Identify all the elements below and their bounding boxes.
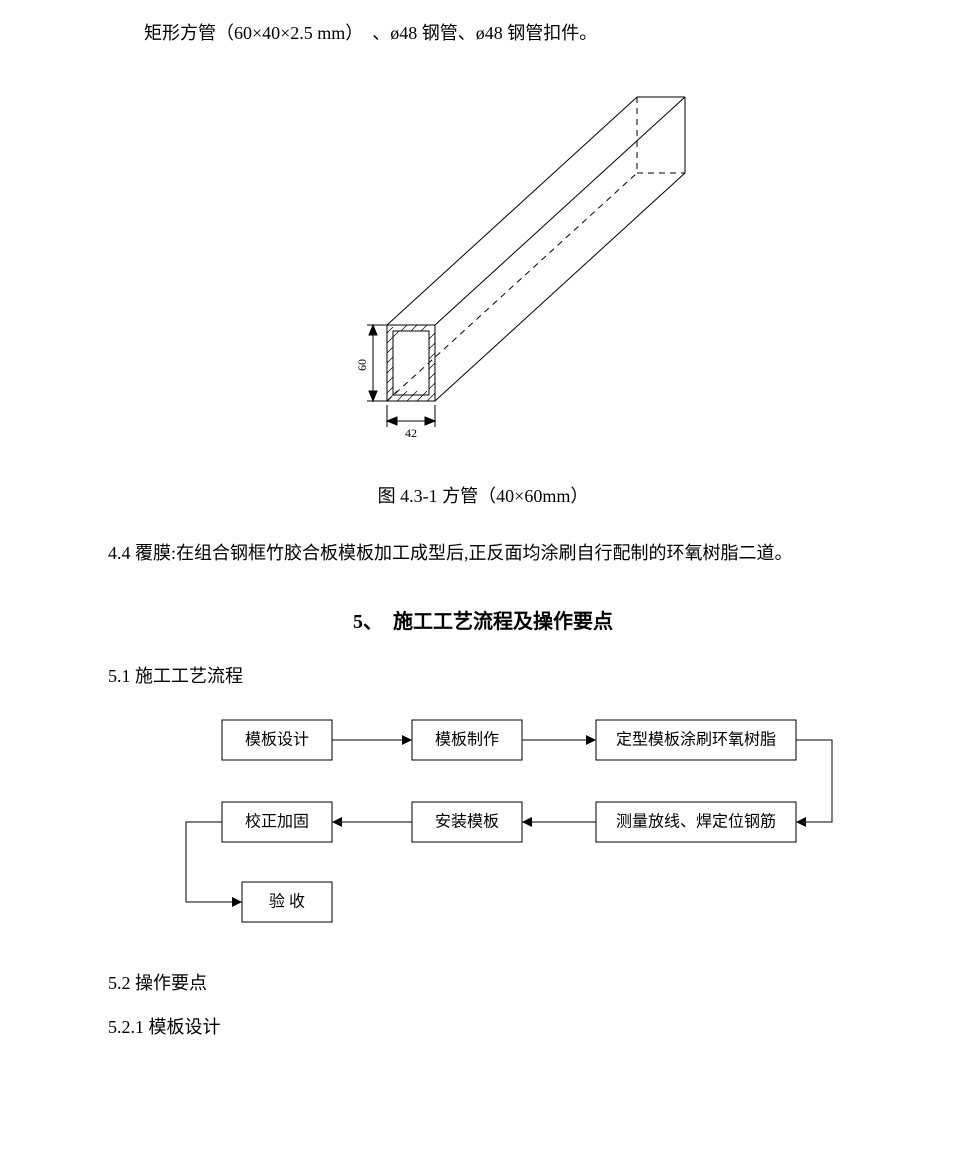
tube-figure: 60 42	[108, 83, 858, 458]
heading-5: 5、 施工工艺流程及操作要点	[108, 605, 858, 634]
svg-text:定型模板涂刷环氧树脂: 定型模板涂刷环氧树脂	[616, 731, 776, 749]
svg-text:校正加固: 校正加固	[245, 813, 309, 831]
tube-svg: 60 42	[263, 83, 703, 453]
intro-line: 矩形方管（60×40×2.5 mm） 、ø48 钢管、ø48 钢管扣件。	[108, 12, 858, 55]
svg-text:测量放线、焊定位钢筋: 测量放线、焊定位钢筋	[616, 813, 776, 831]
flow-node: 测量放线、焊定位钢筋	[596, 802, 796, 842]
sec-5-2-1: 5.2.1 模板设计	[108, 1013, 858, 1039]
para-4-4: 4.4 覆膜:在组合钢框竹胶合板模板加工成型后,正反面均涂刷自行配制的环氧树脂二…	[108, 532, 858, 575]
flow-node: 校正加固	[222, 802, 332, 842]
dim-42: 42	[405, 426, 417, 440]
svg-text:模板制作: 模板制作	[435, 731, 499, 749]
page-content: 矩形方管（60×40×2.5 mm） 、ø48 钢管、ø48 钢管扣件。	[0, 12, 966, 1039]
flow-node: 模板制作	[412, 720, 522, 760]
flow-node: 验 收	[242, 882, 332, 922]
svg-text:模板设计: 模板设计	[245, 731, 309, 749]
flowchart: 模板设计 模板制作 定型模板涂刷环氧树脂测量放线、焊定位钢筋 安装模板 校正加固验 收	[108, 706, 858, 941]
dim-60: 60	[355, 359, 369, 371]
flowchart-svg: 模板设计 模板制作 定型模板涂刷环氧树脂测量放线、焊定位钢筋 安装模板 校正加固验 收	[152, 706, 872, 936]
svg-text:验 收: 验 收	[269, 893, 305, 911]
sec-5-1: 5.1 施工工艺流程	[108, 662, 858, 688]
svg-text:安装模板: 安装模板	[435, 813, 499, 831]
flow-node: 安装模板	[412, 802, 522, 842]
sec-5-2: 5.2 操作要点	[108, 969, 858, 995]
figure-caption: 图 4.3-1 方管（40×60mm）	[108, 482, 858, 508]
flow-node: 定型模板涂刷环氧树脂	[596, 720, 796, 760]
flow-node: 模板设计	[222, 720, 332, 760]
